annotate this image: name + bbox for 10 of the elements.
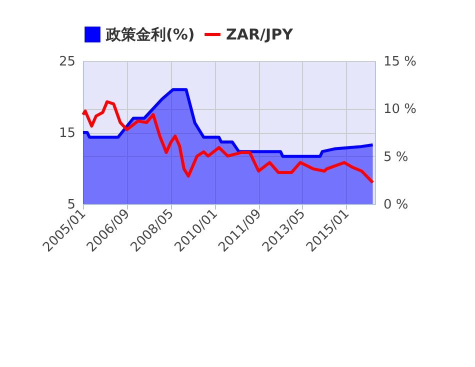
y-tick-label: 5	[67, 198, 76, 212]
legend-label: 政策金利(%)	[105, 26, 195, 44]
y-tick-label: 15	[58, 126, 76, 141]
y2-tick-label: 10 %	[384, 102, 417, 118]
y2-tick-label: 5 %	[384, 150, 408, 165]
legend-label: ZAR/JPY	[226, 26, 294, 44]
y-tick-label: 25	[58, 54, 76, 70]
y2-tick-label: 15 %	[384, 54, 417, 70]
y2-tick-label: 0 %	[384, 198, 408, 212]
line-series	[82, 100, 374, 184]
